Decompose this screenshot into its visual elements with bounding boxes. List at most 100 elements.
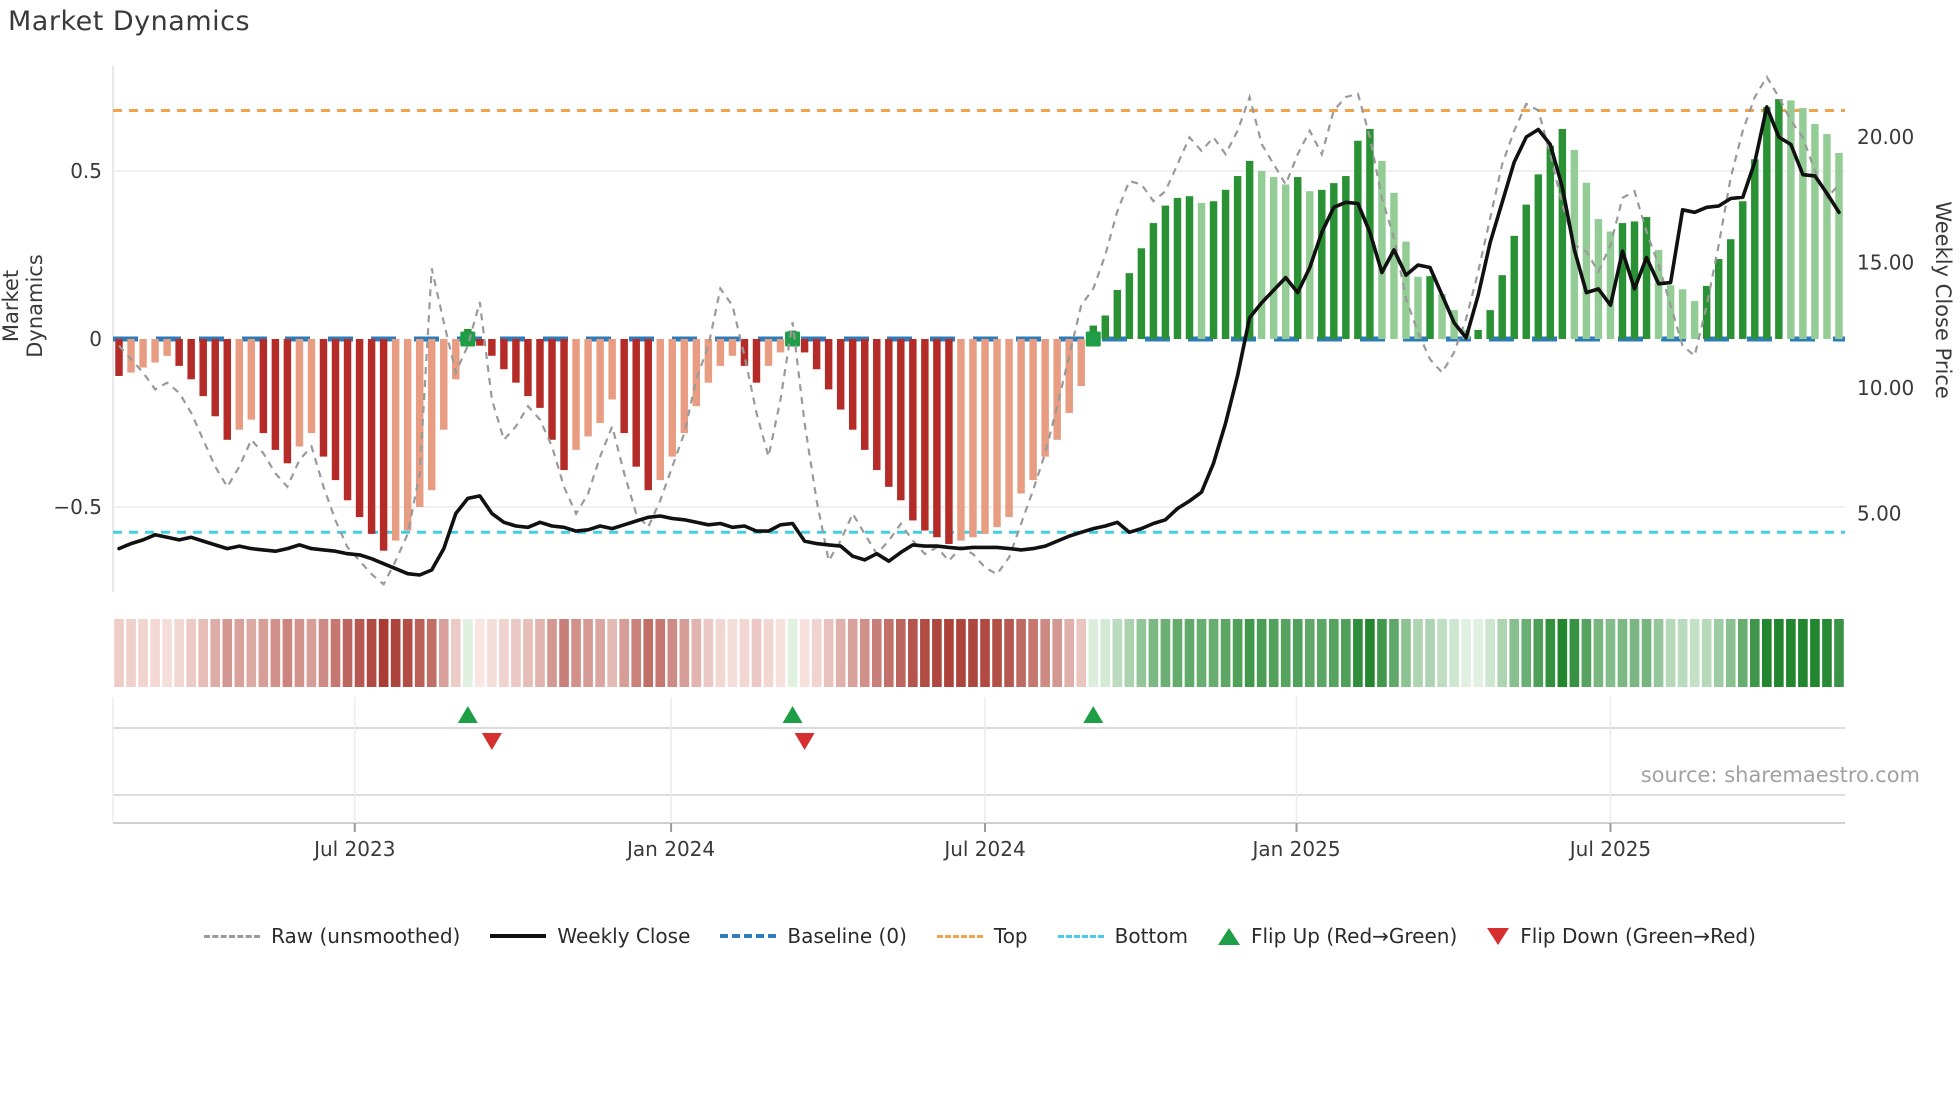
osc-bar <box>957 339 965 541</box>
legend-item-flip-up: Flip Up (Red→Green) <box>1217 924 1457 948</box>
y-left-tick-label: 0.5 <box>70 159 102 183</box>
osc-bar <box>1498 275 1506 339</box>
heatmap-cell <box>378 619 389 687</box>
osc-bar <box>1149 223 1158 339</box>
x-tick-label: Jan 2025 <box>1250 837 1340 861</box>
heatmap-cell <box>186 619 196 687</box>
heatmap-cell <box>1810 619 1820 687</box>
legend-item-top: Top <box>936 924 1028 948</box>
osc-bar <box>139 339 147 368</box>
heatmap-cell <box>210 619 221 687</box>
heatmap-cell <box>1196 619 1207 687</box>
x-tick-label: Jan 2024 <box>625 837 715 861</box>
osc-bar <box>1690 301 1699 339</box>
heatmap-cell <box>1593 619 1604 687</box>
osc-bar <box>1354 140 1362 339</box>
heatmap-cell <box>1581 619 1592 687</box>
heatmap-cell <box>1461 619 1471 687</box>
osc-bar <box>1426 276 1434 339</box>
heatmap-cell <box>426 619 437 687</box>
heatmap-cell <box>1292 619 1303 687</box>
heatmap-cell <box>1064 619 1075 687</box>
heatmap-cell <box>667 619 678 687</box>
osc-bar <box>1053 339 1061 440</box>
heatmap-cell <box>980 619 990 687</box>
page-title: Market Dynamics <box>8 6 251 37</box>
osc-bar <box>199 339 207 397</box>
osc-bar <box>1342 176 1350 339</box>
heatmap-cell <box>1268 619 1279 687</box>
osc-bar <box>524 339 532 397</box>
heatmap-cell <box>499 619 509 687</box>
heatmap-cell <box>1052 619 1062 687</box>
flip-up-square <box>1085 331 1101 347</box>
heatmap-cell <box>1329 619 1339 687</box>
osc-bar <box>1666 285 1675 339</box>
osc-bar <box>1811 123 1819 340</box>
osc-bar <box>692 339 701 407</box>
axis-tick-labels: Jul 2023 Jan 2024 Jul 2024 Jan 2025 Jul 2025… <box>53 125 1914 861</box>
osc-bar <box>1775 99 1783 339</box>
heatmap-cell <box>1220 619 1231 687</box>
legend-label: Bottom <box>1114 924 1188 948</box>
heatmap-cell <box>1437 619 1447 687</box>
heatmap-cell <box>1449 619 1459 687</box>
heatmap-cell <box>1280 619 1291 687</box>
heatmap-cell <box>330 619 341 687</box>
osc-bar <box>1161 205 1170 339</box>
osc-bar <box>800 339 809 353</box>
heatmap-cell <box>1774 619 1784 687</box>
osc-bar <box>1017 339 1025 494</box>
heatmap-cell <box>835 619 846 687</box>
heatmap-cell <box>1136 619 1147 687</box>
osc-bar <box>1185 196 1194 339</box>
heatmap-cell <box>1076 619 1087 687</box>
heatmap-cell <box>1160 619 1171 687</box>
heatmap-cell <box>487 619 497 687</box>
osc-bar <box>656 339 664 481</box>
heatmap-cell <box>1040 619 1050 687</box>
osc-bar <box>644 339 652 491</box>
osc-bar <box>1787 100 1795 339</box>
heatmap-cell <box>1798 619 1808 687</box>
heatmap-cell <box>571 619 581 687</box>
osc-bar <box>873 339 881 471</box>
osc-bar <box>1077 339 1085 387</box>
osc-bar <box>1546 145 1555 339</box>
legend-label: Raw (unsmoothed) <box>271 924 461 948</box>
osc-bar <box>1486 310 1494 339</box>
raw-series <box>118 74 1840 587</box>
heatmap-cell <box>138 619 148 687</box>
osc-bar <box>1763 107 1771 339</box>
osc-bar <box>620 339 628 434</box>
heatmap-cell <box>1834 619 1844 687</box>
osc-bar <box>716 339 725 366</box>
osc-bar <box>536 339 544 408</box>
osc-bar <box>909 339 917 521</box>
flip-up-triangle <box>1083 706 1104 723</box>
osc-bar <box>247 339 256 420</box>
heatmap-cell <box>1028 619 1038 687</box>
legend-label: Flip Down (Green→Red) <box>1520 924 1756 948</box>
heatmap-cell <box>1353 619 1363 687</box>
heatmap-cell <box>1713 619 1724 687</box>
osc-bar <box>1173 197 1182 339</box>
heatmap-cell <box>607 619 617 687</box>
osc-bar <box>1823 134 1831 339</box>
osc-bar <box>1606 231 1615 339</box>
osc-bar <box>824 339 833 390</box>
osc-bar <box>548 339 556 440</box>
osc-bar <box>500 339 508 370</box>
osc-bar <box>1378 160 1386 339</box>
osc-bar <box>428 339 436 491</box>
heatmap-cell <box>883 619 894 687</box>
flip-up-square <box>460 331 476 347</box>
osc-bar <box>1642 217 1651 339</box>
heatmap-cell <box>847 619 858 687</box>
x-tick-label: Jul 2023 <box>312 837 395 861</box>
heatmap-cell <box>366 619 377 687</box>
heatmap-cell <box>703 619 714 687</box>
heatmap-cell <box>619 619 629 687</box>
flip-up-square <box>785 331 801 347</box>
